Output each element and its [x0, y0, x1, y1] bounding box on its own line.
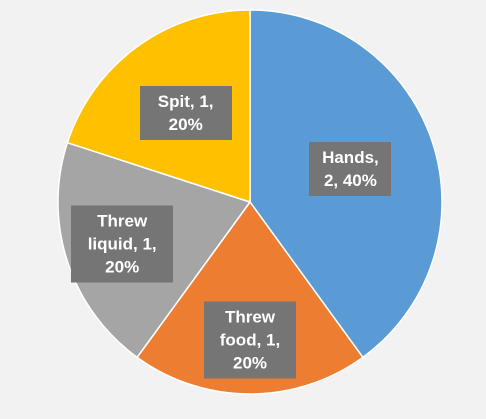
pie-slice: [136, 200, 364, 395]
data-label: Threw liquid, 1, 20%: [71, 205, 174, 283]
data-label: Hands, 2, 40%: [309, 142, 392, 197]
data-label: Threw food, 1, 20%: [204, 301, 296, 379]
data-label: Spit, 1, 20%: [139, 86, 232, 141]
